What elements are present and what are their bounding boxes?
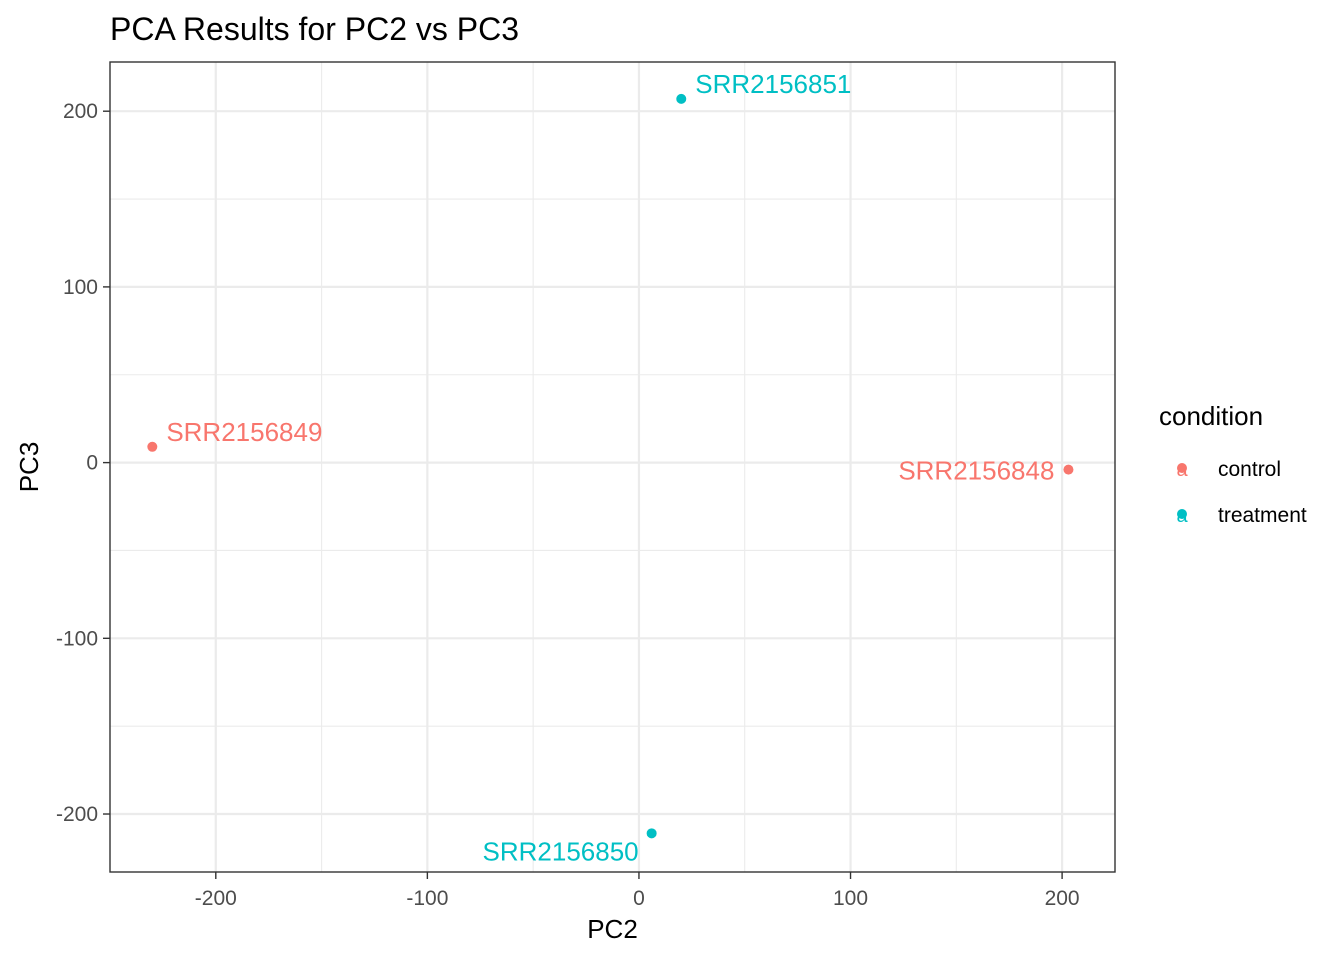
plot-panel — [110, 62, 1115, 872]
y-tick-label: -100 — [56, 627, 98, 650]
plot-area: SRR2156848 SRR2156849 SRR2156850 SRR2156851 — [109, 61, 1116, 873]
data-points — [147, 93, 1074, 839]
major-gridlines — [110, 62, 1115, 872]
legend-point — [1177, 463, 1187, 473]
point-labels: SRR2156848 SRR2156849 SRR2156850 SRR2156851 — [166, 69, 1054, 866]
point-label-SRR2156850: SRR2156850 — [483, 836, 639, 866]
legend-key-treatment: a — [1176, 505, 1188, 527]
legend-key-control: a — [1176, 459, 1188, 481]
x-axis-title: PC2 — [587, 914, 638, 944]
legend-title: condition — [1159, 401, 1263, 431]
legend-text-glyph: a — [1176, 505, 1188, 527]
data-point-SRR2156848 — [1063, 464, 1074, 475]
x-axis-ticks: -200 -100 0 100 200 — [195, 872, 1080, 910]
legend-text-glyph: a — [1176, 459, 1188, 481]
point-label-SRR2156851: SRR2156851 — [695, 69, 851, 99]
y-axis-ticks: -200 -100 0 100 200 — [56, 100, 110, 826]
y-tick-label: -200 — [56, 803, 98, 826]
y-tick-label: 200 — [63, 100, 98, 123]
legend-entries: a control a treatment — [1176, 458, 1306, 527]
x-tick-label: 100 — [833, 887, 868, 910]
data-point-SRR2156850 — [646, 828, 657, 839]
chart-title: PCA Results for PC2 vs PC3 — [110, 11, 519, 47]
x-tick-label: 0 — [633, 887, 645, 910]
legend-label-treatment: treatment — [1218, 504, 1307, 527]
x-tick-label: -100 — [406, 887, 448, 910]
point-label-SRR2156848: SRR2156848 — [898, 456, 1054, 486]
point-label-SRR2156849: SRR2156849 — [166, 417, 322, 447]
data-point-SRR2156851 — [676, 93, 687, 104]
x-tick-label: -200 — [195, 887, 237, 910]
legend-label-control: control — [1218, 458, 1281, 481]
plot-border — [109, 61, 1116, 873]
minor-gridlines — [110, 62, 1115, 872]
y-tick-label: 100 — [63, 276, 98, 299]
y-tick-label: 0 — [86, 452, 98, 475]
data-point-SRR2156849 — [147, 441, 158, 452]
legend-point — [1177, 509, 1187, 519]
y-axis-title: PC3 — [14, 442, 44, 493]
legend: condition a control a treatment — [1159, 401, 1307, 527]
x-tick-label: 200 — [1045, 887, 1080, 910]
